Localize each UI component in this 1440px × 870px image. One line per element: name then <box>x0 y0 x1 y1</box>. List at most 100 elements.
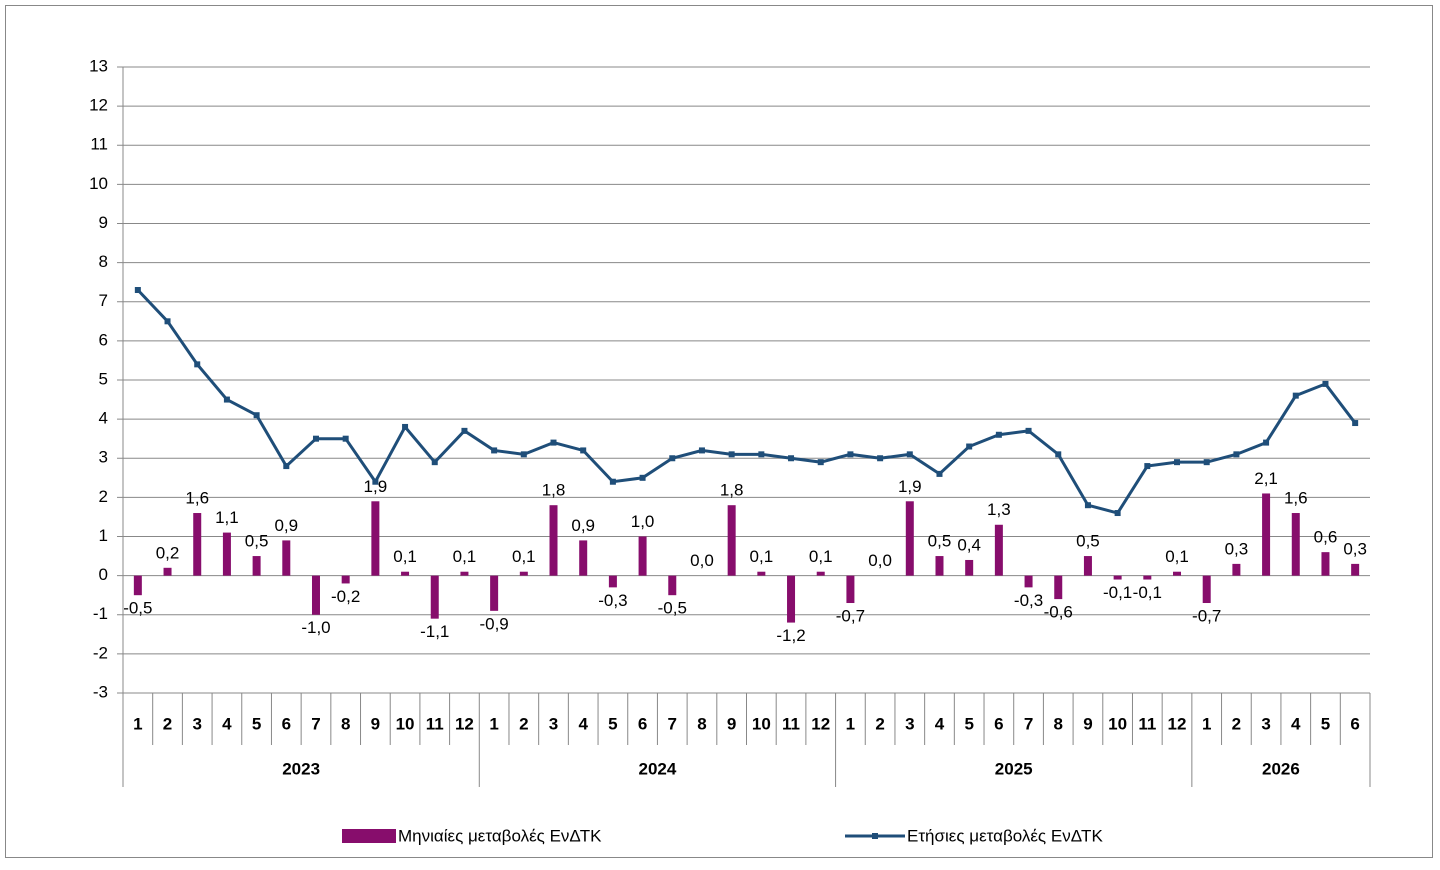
bar <box>193 513 202 576</box>
x-group-label: 2025 <box>995 759 1033 778</box>
data-label: 0,1 <box>512 547 536 566</box>
y-tick-label: 11 <box>90 135 108 154</box>
line-marker <box>817 459 824 466</box>
line-marker <box>1055 451 1062 458</box>
bar <box>1083 556 1092 576</box>
bar <box>133 575 142 596</box>
bar <box>1262 493 1271 576</box>
data-label: -0,1 <box>1133 583 1162 602</box>
bar <box>549 505 558 576</box>
line-marker <box>906 451 913 458</box>
x-tick-label: 1 <box>1202 714 1211 733</box>
data-label: 0,3 <box>1343 539 1367 558</box>
x-tick-label: 4 <box>935 714 945 733</box>
bar <box>994 524 1003 576</box>
y-tick-label: 7 <box>99 291 108 310</box>
bar <box>163 567 172 576</box>
data-label: -0,3 <box>1014 591 1043 610</box>
line-marker <box>995 431 1002 438</box>
x-tick-label: 2 <box>519 714 528 733</box>
x-tick-label: 3 <box>192 714 201 733</box>
line-marker <box>1084 502 1091 509</box>
line-marker <box>580 447 587 454</box>
data-label: -0,7 <box>836 606 865 625</box>
line-marker <box>1025 427 1032 434</box>
x-tick-label: 12 <box>455 714 474 733</box>
x-tick-label: 8 <box>341 714 350 733</box>
bar <box>430 575 439 619</box>
x-tick-label: 5 <box>608 714 617 733</box>
line-marker <box>491 447 498 454</box>
data-label: 1,8 <box>542 481 566 500</box>
bar <box>1143 575 1152 580</box>
line-marker <box>1263 439 1270 446</box>
line-marker <box>609 478 616 485</box>
bar <box>311 575 320 615</box>
bar <box>1054 575 1063 600</box>
data-label: 0,0 <box>690 551 714 570</box>
bar <box>1024 575 1033 588</box>
line-marker <box>847 451 854 458</box>
data-label: 1,6 <box>185 489 209 508</box>
data-label: 0,1 <box>809 547 833 566</box>
data-label: 0,0 <box>868 551 892 570</box>
y-tick-label: 3 <box>99 448 108 467</box>
bar <box>460 571 469 576</box>
bar <box>1173 571 1182 576</box>
data-label: 0,1 <box>453 547 477 566</box>
bar <box>490 575 499 611</box>
x-tick-label: 6 <box>282 714 291 733</box>
line-marker <box>194 361 201 368</box>
data-label: -0,9 <box>479 614 508 633</box>
legend-label: Μηνιαίες μεταβολές ΕνΔΤΚ <box>398 826 602 845</box>
data-label: -0,6 <box>1044 603 1073 622</box>
data-label: -0,7 <box>1192 606 1221 625</box>
x-tick-label: 11 <box>426 714 444 733</box>
x-tick-label: 2 <box>1232 714 1241 733</box>
bar <box>816 571 825 576</box>
data-label: 1,3 <box>987 500 1011 519</box>
line-marker <box>520 451 527 458</box>
x-group-label: 2026 <box>1262 759 1300 778</box>
bar <box>1321 552 1330 576</box>
legend-swatch <box>872 833 878 839</box>
y-tick-label: 0 <box>99 565 108 584</box>
x-tick-label: 6 <box>638 714 647 733</box>
bar <box>608 575 617 588</box>
bar <box>668 575 677 596</box>
x-tick-label: 4 <box>1291 714 1301 733</box>
bar <box>1202 575 1211 604</box>
x-tick-label: 10 <box>752 714 771 733</box>
legend-swatch <box>342 829 396 843</box>
y-tick-label: 5 <box>99 369 108 388</box>
data-label: 0,3 <box>1225 539 1249 558</box>
line-marker <box>550 439 557 446</box>
y-tick-label: 10 <box>89 174 108 193</box>
x-tick-label: 1 <box>489 714 498 733</box>
chart-frame <box>5 5 1433 858</box>
line-marker <box>431 459 438 466</box>
line-marker <box>728 451 735 458</box>
line-marker <box>342 435 349 442</box>
y-tick-label: -1 <box>93 604 108 623</box>
legend-label: Ετήσιες μεταβολές ΕνΔΤΚ <box>907 826 1103 845</box>
x-tick-label: 5 <box>252 714 261 733</box>
x-tick-label: 7 <box>311 714 320 733</box>
bar <box>905 501 914 576</box>
x-tick-label: 10 <box>1108 714 1127 733</box>
line-marker <box>1174 459 1181 466</box>
bar <box>727 505 736 576</box>
data-label: 0,5 <box>245 532 269 551</box>
x-tick-label: 5 <box>1321 714 1330 733</box>
line-marker <box>253 412 260 419</box>
data-label: -0,1 <box>1103 583 1132 602</box>
line-marker <box>1144 463 1151 470</box>
line-marker <box>788 455 795 462</box>
x-tick-label: 1 <box>846 714 855 733</box>
y-tick-label: 4 <box>99 409 108 428</box>
line-marker <box>283 463 290 470</box>
line-marker <box>223 396 230 403</box>
x-tick-label: 10 <box>396 714 415 733</box>
data-label: 0,5 <box>928 532 952 551</box>
